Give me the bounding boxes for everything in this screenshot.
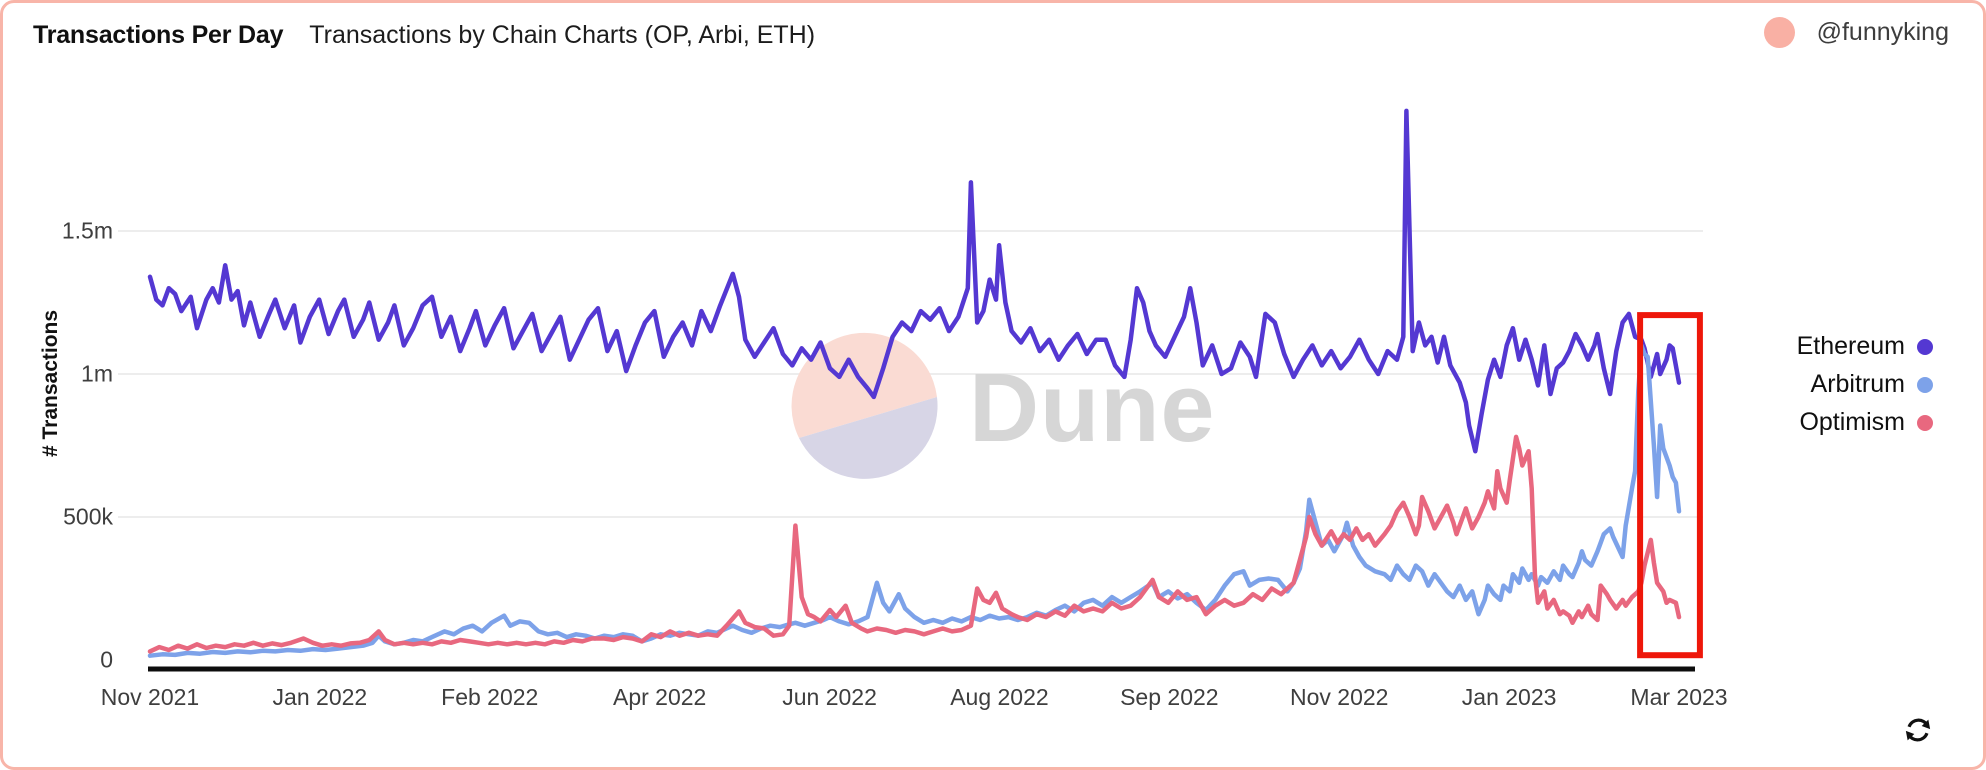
watermark-circle-lavender [799,397,938,479]
x-tick-label: Nov 2021 [100,684,200,710]
legend-item-optimism[interactable]: Optimism [1799,408,1933,437]
y-tick-label: 1.5m [61,217,113,244]
legend-color-dot [1917,414,1933,431]
author-avatar [1763,17,1795,48]
legend-item-ethereum[interactable]: Ethereum [1797,332,1933,361]
chart-subtitle: Transactions by Chain Charts (OP, Arbi, … [309,21,816,49]
x-tick-label: Mar 2023 [1630,684,1728,710]
x-tick-label: Feb 2022 [441,684,539,710]
x-tick-label: Jan 2023 [1461,684,1557,710]
series-line-optimism [147,434,1682,654]
highlight-box [1637,312,1703,659]
y-tick-label: 0 [100,646,113,673]
dune-watermark: Dune [791,332,1216,479]
author-handle: @funnyking [1816,18,1949,46]
x-tick-label: Sep 2022 [1120,684,1219,710]
refresh-icon[interactable] [1899,711,1937,749]
legend-color-dot [1917,376,1933,393]
x-tick-label: Apr 2022 [612,684,707,710]
x-tick-label: Nov 2022 [1289,684,1389,710]
legend-label: Ethereum [1796,332,1905,360]
legend-label: Arbitrum [1810,370,1905,398]
x-tick-label: Jan 2022 [272,684,368,710]
page-title: Transactions Per Day [33,21,284,49]
chart-plot[interactable]: Dune [3,3,1986,770]
y-tick-label: 1m [81,360,113,387]
y-tick-label: 500k [63,503,113,530]
x-tick-label: Aug 2022 [950,684,1049,710]
chart-header: Transactions Per Day Transactions by Cha… [33,21,815,50]
author-chip[interactable]: @funnyking [1763,17,1949,48]
legend-item-arbitrum[interactable]: Arbitrum [1811,370,1933,399]
legend-label: Optimism [1799,408,1905,436]
x-tick-label: Jun 2022 [782,684,877,710]
legend-color-dot [1917,338,1933,355]
watermark-text: Dune [969,353,1216,462]
series-line-ethereum [147,108,1682,454]
line-series [147,108,1682,658]
chart-legend: Ethereum Arbitrum Optimism [1797,332,1933,437]
